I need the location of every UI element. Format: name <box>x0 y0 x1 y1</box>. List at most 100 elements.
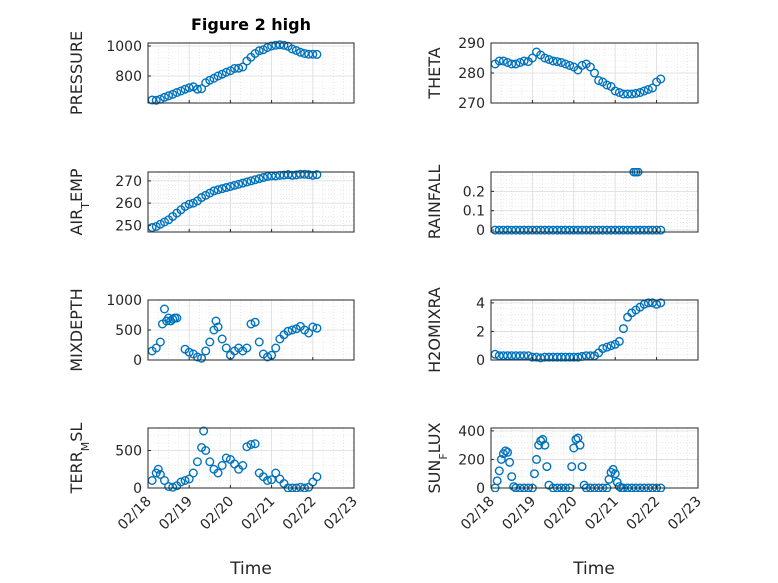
y-tick-label: 280 <box>458 66 485 82</box>
data-point <box>548 56 558 66</box>
data-point <box>230 180 240 190</box>
data-point <box>312 472 322 482</box>
data-point <box>287 325 297 335</box>
data-point <box>627 89 637 99</box>
data-point <box>606 341 616 351</box>
y-tick-label: 0.2 <box>463 184 485 200</box>
data-point <box>254 337 264 347</box>
data-point <box>527 53 537 63</box>
data-point <box>623 89 633 99</box>
data-point <box>153 464 163 474</box>
data-point <box>275 40 285 50</box>
data-point <box>614 87 624 97</box>
data-point <box>635 87 645 97</box>
data-point <box>643 298 653 308</box>
y-tick-label: 0 <box>133 481 142 497</box>
data-point <box>184 83 194 93</box>
y-axis-label: RAINFALL <box>425 165 444 240</box>
data-point <box>291 46 301 56</box>
x-tick-label: 02/20 <box>541 494 581 534</box>
data-point <box>192 457 202 467</box>
subplot-h2omixra: 0 2 4 H2OMIXRA <box>425 287 699 373</box>
data-point <box>494 466 504 476</box>
data-point <box>238 178 248 188</box>
data-point <box>172 313 182 323</box>
data-point <box>577 462 587 472</box>
data-point <box>536 353 546 363</box>
y-tick-label: 200 <box>458 452 485 468</box>
data-point <box>199 426 209 436</box>
y-tick-label: 270 <box>458 96 485 112</box>
data-point <box>295 47 305 57</box>
data-point <box>192 84 202 94</box>
data-point <box>534 440 544 450</box>
y-tick-label: 1000 <box>106 293 142 309</box>
data-point <box>569 352 579 362</box>
data-point <box>509 482 519 492</box>
data-point <box>155 337 165 347</box>
data-point <box>242 343 252 353</box>
data-point <box>643 84 653 94</box>
data-point <box>230 459 240 469</box>
subplot-air-temp: 250 260 270 AIRTEMP <box>67 168 355 236</box>
data-point <box>205 75 215 85</box>
data-point <box>188 468 198 478</box>
figure-title: Figure 2 high <box>191 15 311 34</box>
data-point <box>610 86 620 96</box>
data-point <box>213 322 223 332</box>
x-tick-label: 02/19 <box>156 494 196 534</box>
y-tick-label: 2 <box>476 324 485 340</box>
data-point <box>267 41 277 51</box>
data-point <box>246 440 256 450</box>
y-axis-label: SUNFLUX <box>425 422 450 493</box>
data-point <box>618 324 628 334</box>
data-point <box>201 346 211 356</box>
y-tick-label: 0 <box>476 481 485 497</box>
data-point <box>507 472 517 482</box>
subplot-terr-msl: 0 500 02/18 02/19 02/20 02/21 02/22 02/23 TERRMS… <box>67 423 361 534</box>
data-point <box>300 169 310 179</box>
data-series <box>147 304 322 363</box>
data-point <box>217 69 227 79</box>
data-point <box>217 184 227 194</box>
data-point <box>271 343 281 353</box>
data-series <box>490 433 666 492</box>
y-axis-label: PRESSURE <box>67 31 86 115</box>
data-point <box>532 454 542 464</box>
data-point <box>492 476 502 486</box>
data-point <box>500 446 510 456</box>
data-point <box>610 469 620 479</box>
x-tick-label: 02/23 <box>665 494 705 534</box>
data-point <box>221 453 231 463</box>
data-point <box>503 447 513 457</box>
y-axis-label: THETA <box>425 47 444 99</box>
data-point <box>151 95 161 105</box>
data-point <box>250 175 260 185</box>
x-tick-label: 02/22 <box>624 494 664 534</box>
y-tick-label: 0 <box>133 353 142 369</box>
data-point <box>217 461 227 471</box>
data-point <box>271 468 281 478</box>
data-point <box>168 482 178 492</box>
data-series <box>490 168 666 235</box>
data-point <box>590 68 600 78</box>
axes-box <box>490 299 699 361</box>
x-axis-label-left: Time <box>229 559 272 579</box>
data-point <box>594 75 604 85</box>
y-tick-label: 270 <box>115 174 142 190</box>
x-tick-label: 02/23 <box>321 494 361 534</box>
data-point <box>254 174 264 184</box>
data-series <box>147 426 322 492</box>
axes-box <box>147 42 355 104</box>
data-point <box>246 319 256 329</box>
data-point <box>602 342 612 352</box>
y-tick-label: 4 <box>476 296 485 312</box>
data-point <box>197 353 207 363</box>
data-point <box>308 49 318 59</box>
data-point <box>180 84 190 94</box>
data-point <box>552 57 562 67</box>
data-point <box>287 44 297 54</box>
data-point <box>159 304 169 314</box>
data-point <box>567 462 577 472</box>
